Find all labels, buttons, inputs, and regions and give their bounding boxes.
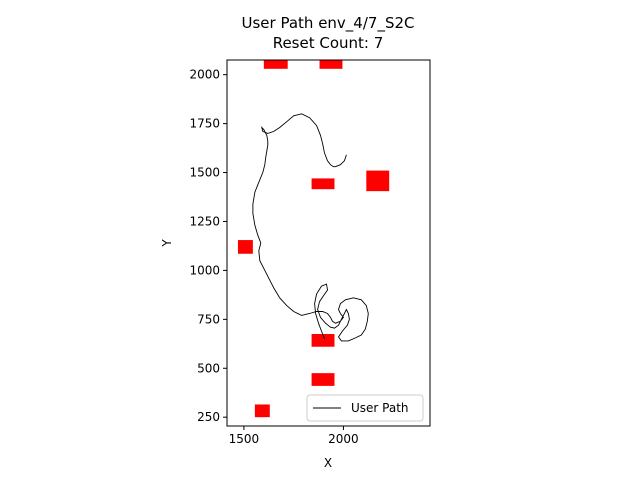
legend-box bbox=[306, 394, 424, 422]
y-tick-label-1250: 1250 bbox=[189, 214, 220, 228]
y-tick-label-500: 500 bbox=[197, 361, 220, 375]
obstacle-6 bbox=[311, 334, 335, 347]
x-tick-label-1500: 1500 bbox=[229, 432, 260, 446]
obstacle-3 bbox=[311, 178, 335, 190]
y-axis-ticks: 250 500 750 1000 1250 1500 1750 2000 bbox=[189, 68, 227, 424]
y-tick-label-250: 250 bbox=[197, 410, 220, 424]
y-tick-label-1000: 1000 bbox=[189, 263, 220, 277]
axes-frame bbox=[226, 59, 431, 427]
obstacle-layer bbox=[237, 60, 390, 418]
obstacle-4 bbox=[366, 170, 390, 192]
x-axis-label: X bbox=[324, 456, 332, 470]
path-layer bbox=[252, 113, 369, 342]
y-axis-label: Y bbox=[160, 239, 174, 248]
y-tick-label-1750: 1750 bbox=[189, 117, 220, 131]
plot-area bbox=[226, 59, 431, 427]
chart-title-line1: User Path env_4/7_S2C bbox=[242, 14, 415, 33]
user-path-line bbox=[252, 113, 369, 342]
x-axis-ticks: 1500 2000 bbox=[229, 426, 359, 446]
y-tick-label-750: 750 bbox=[197, 312, 220, 326]
chart-title-line2: Reset Count: 7 bbox=[273, 34, 384, 52]
y-tick-label-2000: 2000 bbox=[189, 68, 220, 82]
obstacle-2 bbox=[319, 60, 343, 69]
obstacle-5 bbox=[237, 240, 253, 254]
obstacle-8 bbox=[254, 404, 270, 418]
legend-label: User Path bbox=[351, 401, 409, 415]
obstacle-7 bbox=[311, 373, 335, 386]
y-tick-label-1500: 1500 bbox=[189, 166, 220, 180]
x-tick-label-2000: 2000 bbox=[328, 432, 359, 446]
obstacle-1 bbox=[263, 60, 288, 69]
legend: User Path bbox=[306, 394, 424, 422]
